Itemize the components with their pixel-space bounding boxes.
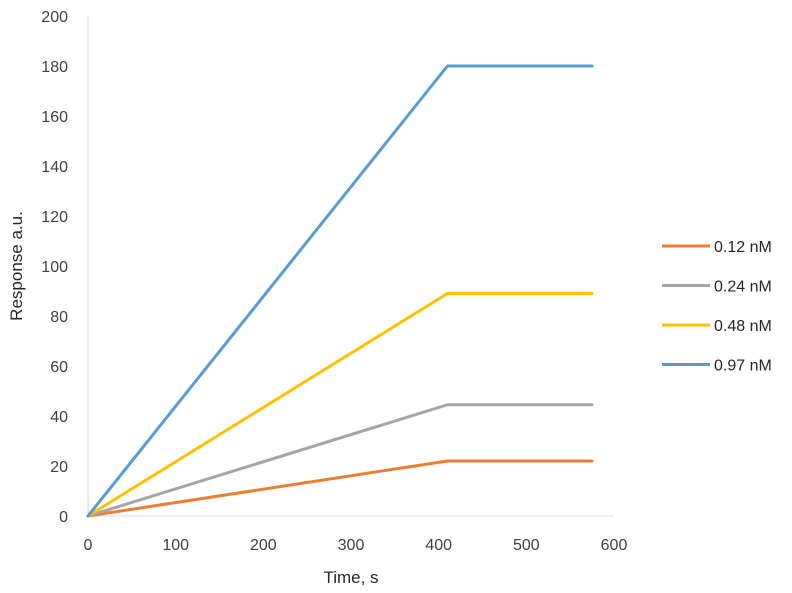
y-tick-label: 0	[59, 509, 68, 526]
y-tick-label: 200	[41, 9, 68, 26]
y-tick-label: 180	[41, 59, 68, 76]
y-tick-label: 140	[41, 159, 68, 176]
y-axis-ticks: 0 20 40 60 80 100 120 140 160 180 200	[41, 9, 68, 526]
y-tick-label: 20	[50, 459, 68, 476]
x-tick-label: 200	[250, 537, 277, 554]
x-axis-ticks: 0 100 200 300 400 500 600	[84, 537, 628, 554]
series-line-2	[86, 403, 594, 518]
x-tick-label: 100	[162, 537, 189, 554]
series-layer	[86, 64, 594, 518]
y-tick-label: 40	[50, 409, 68, 426]
legend-label-4: 0.97 nM	[714, 358, 772, 375]
y-tick-label: 120	[41, 209, 68, 226]
y-tick-label: 100	[41, 259, 68, 276]
series-line-4	[86, 64, 594, 518]
legend-label-1: 0.12 nM	[714, 239, 772, 256]
legend-label-3: 0.48 nM	[714, 318, 772, 335]
legend: 0.12 nM 0.24 nM 0.48 nM 0.97 nM	[662, 239, 772, 375]
series-line-1	[86, 459, 594, 518]
x-tick-label: 600	[601, 537, 628, 554]
series-line-3	[86, 292, 594, 518]
x-axis-title: Time, s	[323, 568, 378, 587]
y-axis-title: Response a.u.	[7, 211, 26, 321]
y-tick-label: 80	[50, 309, 68, 326]
x-tick-label: 300	[338, 537, 365, 554]
x-tick-label: 400	[425, 537, 452, 554]
y-tick-label: 160	[41, 109, 68, 126]
x-tick-label: 500	[513, 537, 540, 554]
x-tick-label: 0	[84, 537, 93, 554]
y-tick-label: 60	[50, 359, 68, 376]
legend-label-2: 0.24 nM	[714, 279, 772, 296]
